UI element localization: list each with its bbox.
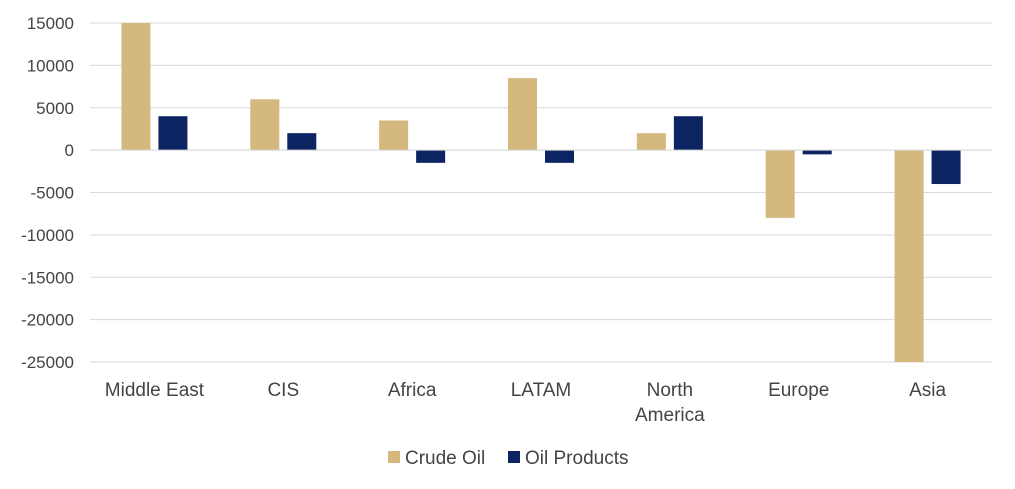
y-tick-label: -5000 [31, 184, 74, 203]
y-tick-label: 0 [65, 141, 74, 160]
bar-crude-oil [250, 99, 280, 151]
bar-oil-products [931, 150, 961, 185]
bar-crude-oil [121, 23, 151, 151]
gridlines [90, 22, 992, 363]
bar-oil-products [287, 133, 317, 151]
legend-label: Crude Oil [405, 448, 485, 469]
bar-crude-oil [379, 120, 409, 151]
y-tick-label: 5000 [36, 99, 74, 118]
y-tick-label: -10000 [21, 226, 74, 245]
y-tick-label: 15000 [27, 14, 74, 33]
category-label: Europe [768, 380, 829, 401]
y-tick-label: -25000 [21, 353, 74, 372]
bar-crude-oil [765, 150, 795, 218]
category-label: North America [635, 380, 705, 426]
y-tick-label: -20000 [21, 311, 74, 330]
category-label: Africa [388, 380, 437, 401]
bar-crude-oil [508, 78, 537, 151]
legend-swatch [388, 451, 400, 463]
y-axis-tick-labels: 15000 10000 5000 0 -5000 -10000 -15000 -20000 -2… [21, 14, 74, 372]
category-label: Asia [909, 380, 946, 401]
bar-oil-products [545, 150, 574, 163]
legend: Crude Oil Oil Products [388, 448, 628, 469]
y-tick-label: 10000 [27, 56, 74, 75]
legend-label: Oil Products [525, 448, 628, 469]
bar-oil-products [416, 150, 446, 163]
legend-swatch [508, 451, 520, 463]
category-label: Middle East [105, 380, 205, 401]
bar-oil-products [802, 150, 832, 155]
bar-oil-products [158, 116, 188, 151]
category-label: LATAM [511, 380, 572, 401]
y-tick-label: -15000 [21, 268, 74, 287]
x-axis-category-labels: Middle East CIS Africa LATAM North America Eur… [105, 380, 947, 426]
bar-crude-oil [636, 133, 666, 151]
bar-crude-oil [894, 150, 924, 362]
bars [90, 23, 992, 362]
category-label: CIS [267, 380, 299, 401]
bar-oil-products [673, 116, 703, 151]
